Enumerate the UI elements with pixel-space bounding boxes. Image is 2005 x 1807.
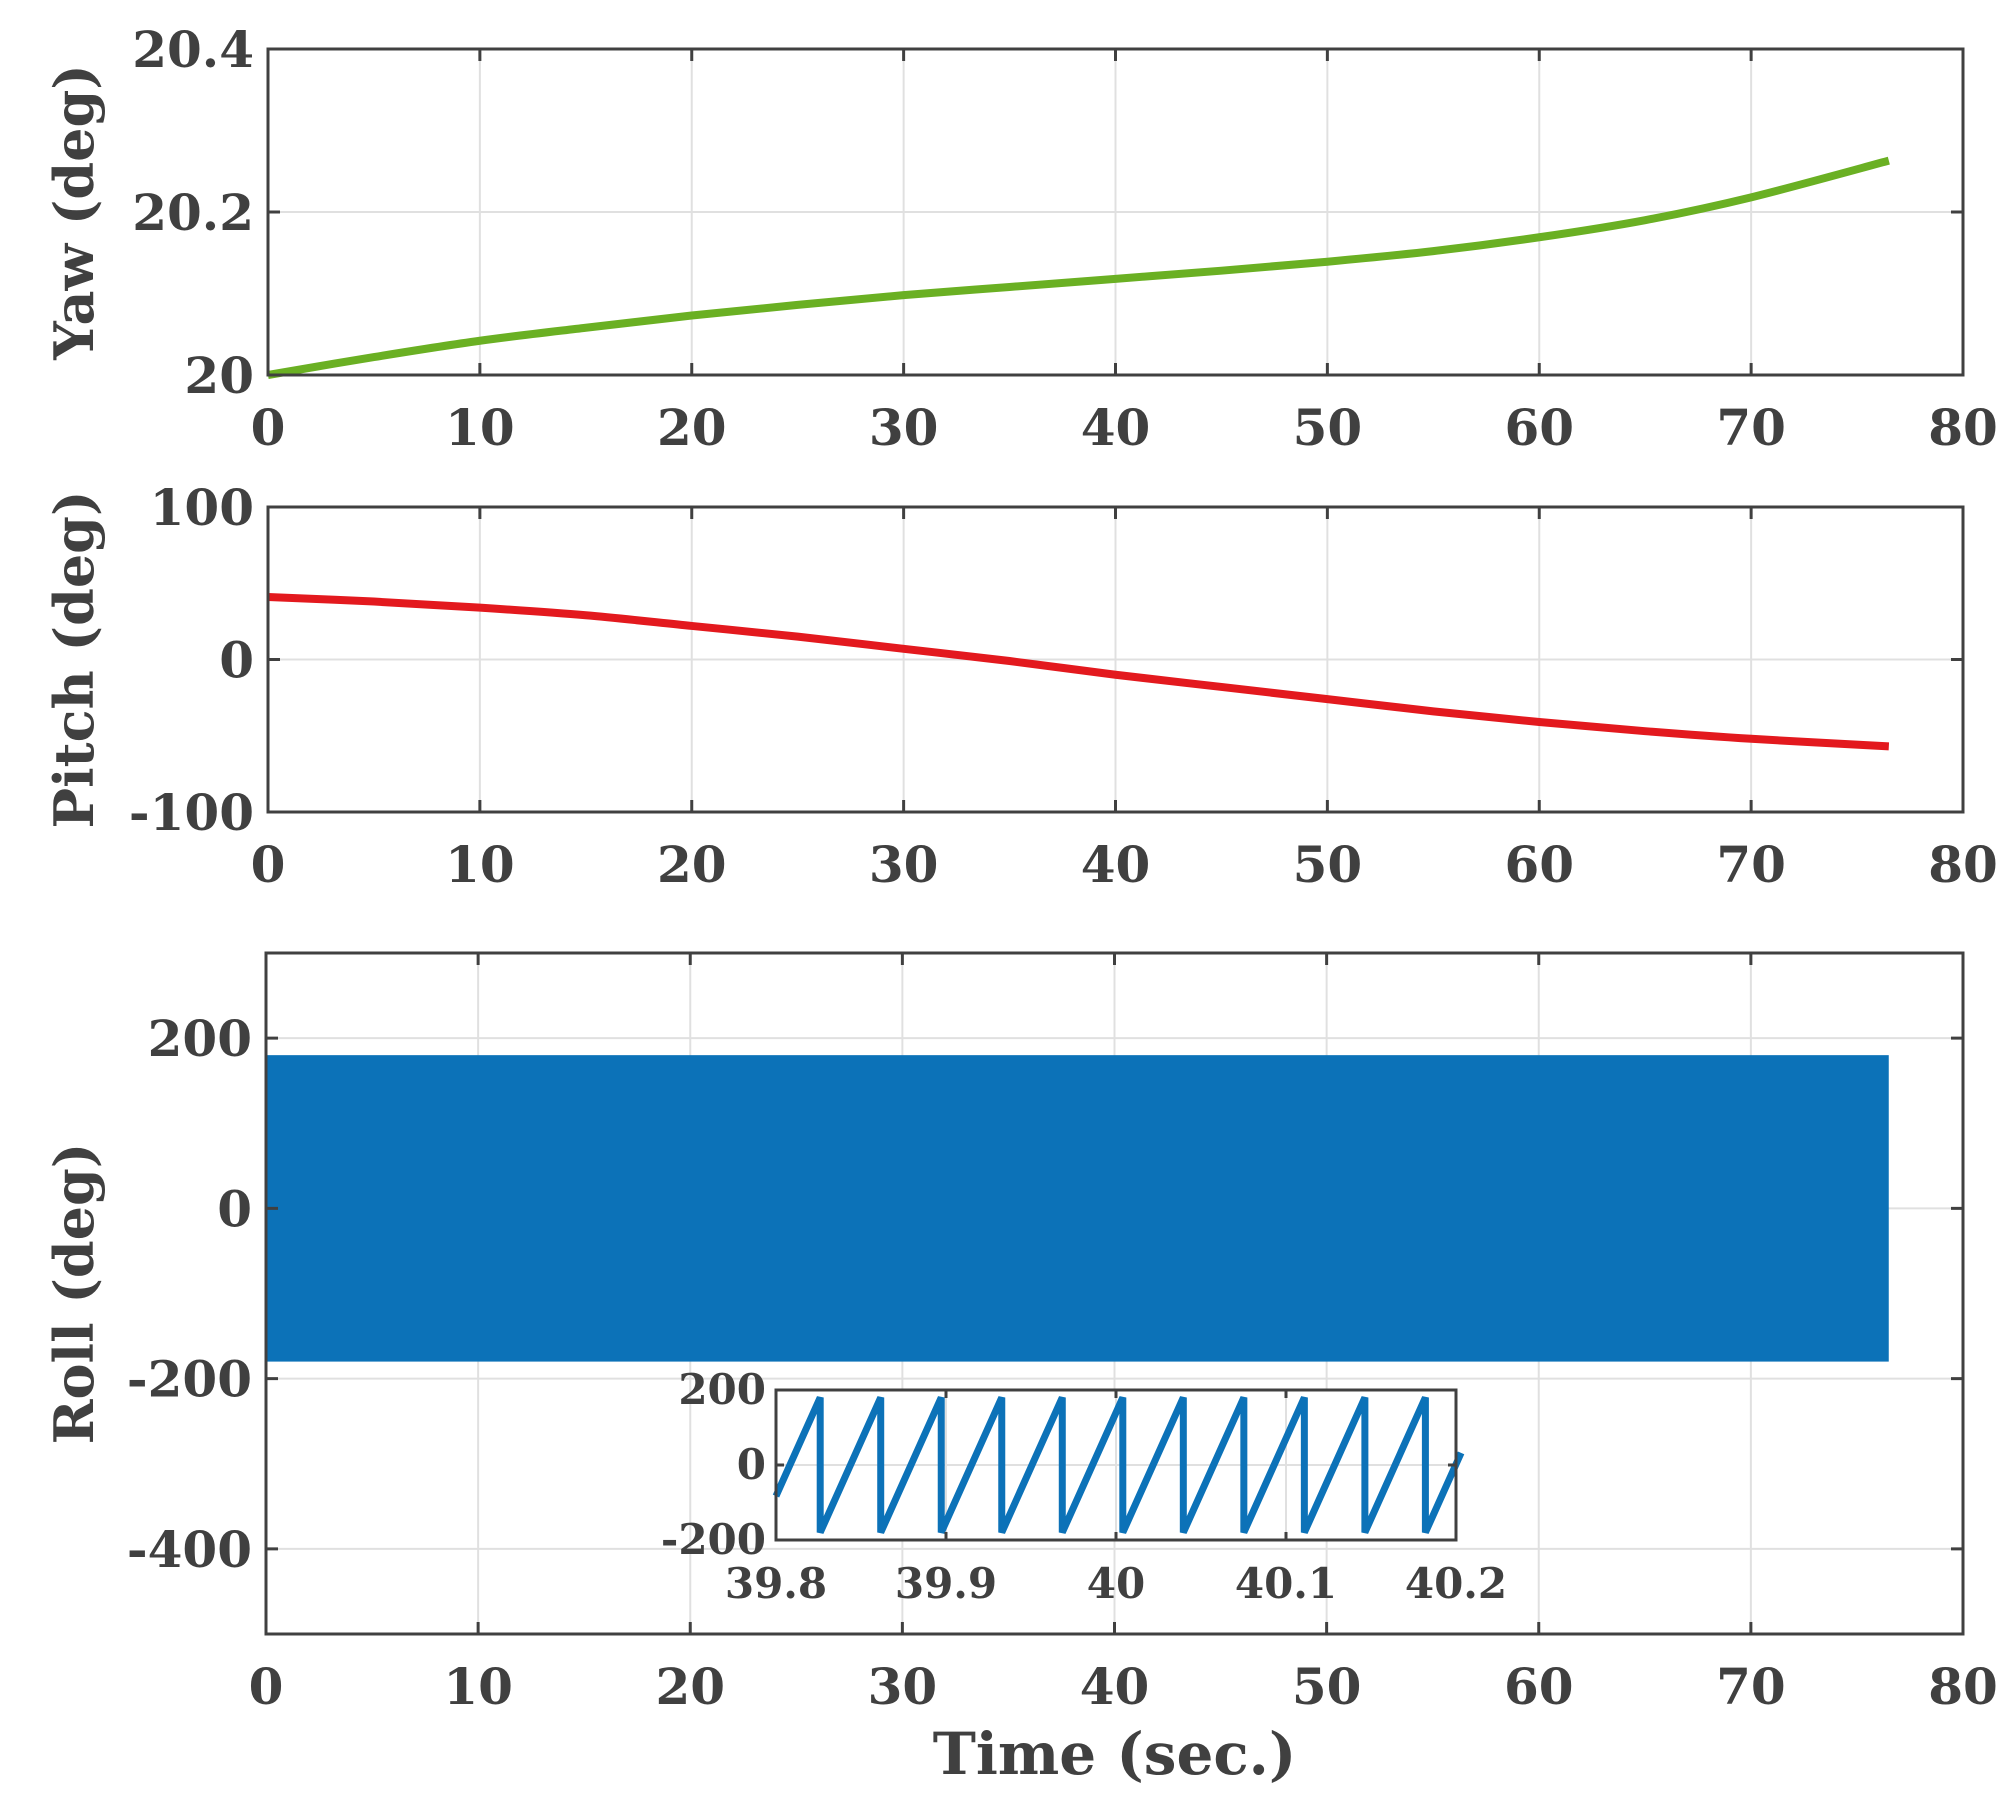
y-tick-label: -400 [127, 1520, 252, 1579]
y-tick-label: 20 [184, 346, 254, 405]
x-tick-label: 60 [1504, 398, 1574, 457]
x-tick-label: 39.9 [895, 1559, 997, 1608]
x-tick-label: 50 [1293, 398, 1363, 457]
x-tick-label: 40.2 [1405, 1559, 1507, 1608]
x-tick-label: 39.8 [725, 1559, 827, 1608]
x-tick-label: 10 [445, 835, 515, 894]
x-tick-label: 30 [869, 398, 939, 457]
y-tick-label: -100 [129, 783, 254, 842]
x-tick-label: 50 [1292, 1657, 1362, 1716]
x-tick-label: 60 [1504, 1657, 1574, 1716]
roll-inset-panel: 39.8 39.9 40 40.1 40.2 -200 0 200 [661, 1365, 1507, 1608]
yaw-panel: 0 10 20 30 40 50 60 70 80 20 20.2 20.4 Yaw (deg) [42, 20, 1998, 457]
roll-panel: 0 10 20 30 40 50 60 70 80 -400 -200 0 200 Roll (deg)… [42, 951, 1998, 1788]
pitch-series-line [267, 592, 1890, 751]
x-tick-label: 70 [1716, 398, 1786, 457]
yaw-series-line [267, 156, 1890, 379]
y-tick-label: 200 [148, 1009, 252, 1068]
x-tick-label: 40 [1087, 1559, 1145, 1608]
x-tick-label: 80 [1928, 1657, 1998, 1716]
y-tick-label: -200 [661, 1515, 766, 1564]
x-tick-label: 60 [1504, 835, 1574, 894]
y-tick-label: -200 [127, 1350, 252, 1409]
x-tick-label: 30 [869, 835, 939, 894]
y-tick-label: 20.4 [132, 20, 254, 79]
x-tick-label: 80 [1928, 398, 1998, 457]
y-tick-label: 0 [217, 1179, 252, 1238]
x-tick-label: 40 [1080, 1657, 1150, 1716]
x-tick-label: 10 [443, 1657, 513, 1716]
x-tick-label: 20 [657, 835, 727, 894]
x-tick-label: 10 [445, 398, 515, 457]
inset-sawtooth-line [772, 1396, 1465, 1534]
y-tick-label: 200 [678, 1365, 766, 1414]
yaw-ylabel: Yaw (deg) [42, 64, 106, 361]
x-tick-label: 50 [1293, 835, 1363, 894]
x-tick-label: 30 [868, 1657, 938, 1716]
x-tick-label: 0 [251, 398, 286, 457]
x-tick-label: 40 [1081, 398, 1151, 457]
x-tick-label: 40 [1081, 835, 1151, 894]
y-tick-label: 20.2 [132, 183, 254, 242]
x-tick-label: 70 [1716, 1657, 1786, 1716]
roll-xlabel: Time (sec.) [933, 1720, 1297, 1788]
x-tick-label: 40.1 [1235, 1559, 1337, 1608]
x-tick-label: 0 [249, 1657, 284, 1716]
y-tick-label: 0 [737, 1440, 766, 1489]
pitch-ylabel: Pitch (deg) [42, 491, 106, 829]
x-tick-label: 20 [657, 398, 727, 457]
x-tick-label: 20 [655, 1657, 725, 1716]
roll-series-band [266, 1055, 1889, 1362]
roll-ylabel: Roll (deg) [42, 1143, 106, 1445]
y-tick-label: 100 [150, 478, 254, 537]
x-tick-label: 70 [1716, 835, 1786, 894]
x-tick-label: 0 [251, 835, 286, 894]
x-tick-label: 80 [1928, 835, 1998, 894]
y-tick-label: 0 [219, 631, 254, 690]
